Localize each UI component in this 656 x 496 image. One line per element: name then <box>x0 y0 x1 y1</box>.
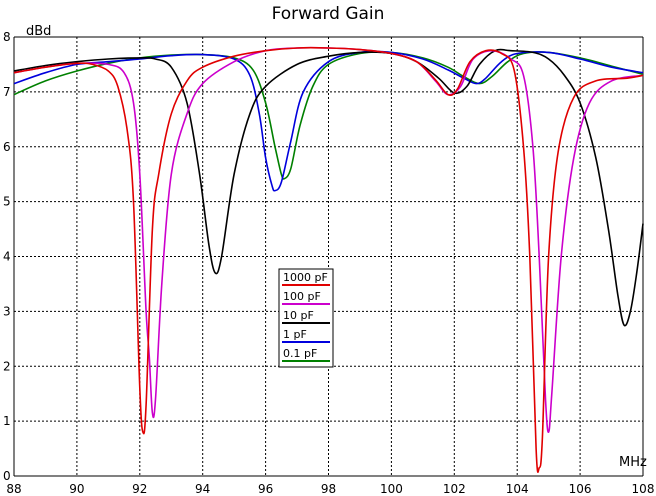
legend-label-1-pf: 1 pF <box>283 328 307 341</box>
x-tick-label-108: 108 <box>632 482 655 496</box>
x-tick-label-90: 90 <box>69 482 84 496</box>
y-tick-label-3: 3 <box>3 304 11 318</box>
tick-labels: 88 90 92 94 96 98 100 102 104 106 108 0 1 2 3 4 5 6 7 8 <box>3 30 654 496</box>
y-tick-label-6: 6 <box>3 140 11 154</box>
series-line-1000-pf <box>13 46 644 473</box>
y-tick-label-8: 8 <box>3 30 11 44</box>
x-tick-label-100: 100 <box>380 482 403 496</box>
x-tick-label-94: 94 <box>195 482 210 496</box>
legend-label-1000-pf: 1000 pF <box>283 271 328 284</box>
x-axis-unit: MHz <box>619 455 647 470</box>
legend-label-0-1-pf: 0.1 pF <box>283 347 317 360</box>
series-line-1-pf <box>13 50 644 192</box>
x-tick-label-92: 92 <box>132 482 147 496</box>
legend-label-100-pf: 100 pF <box>283 290 321 303</box>
y-tick-label-1: 1 <box>3 414 11 428</box>
y-tick-label-0: 0 <box>3 469 11 483</box>
legend-label-10-pf: 10 pF <box>283 309 314 322</box>
y-tick-label-5: 5 <box>3 195 11 209</box>
x-tick-label-104: 104 <box>506 482 529 496</box>
plot-area <box>13 46 644 473</box>
legend: 1000 pF 100 pF 10 pF 1 pF 0.1 pF <box>278 268 334 368</box>
y-tick-label-2: 2 <box>3 359 11 373</box>
x-tick-label-96: 96 <box>258 482 273 496</box>
y-tick-label-4: 4 <box>3 250 11 264</box>
y-tick-label-7: 7 <box>3 85 11 99</box>
y-axis-unit: dBd <box>26 24 51 39</box>
x-tick-label-98: 98 <box>321 482 336 496</box>
x-tick-label-106: 106 <box>569 482 592 496</box>
x-tick-label-102: 102 <box>443 482 466 496</box>
chart-title: Forward Gain <box>272 4 385 24</box>
x-tick-label-88: 88 <box>6 482 21 496</box>
